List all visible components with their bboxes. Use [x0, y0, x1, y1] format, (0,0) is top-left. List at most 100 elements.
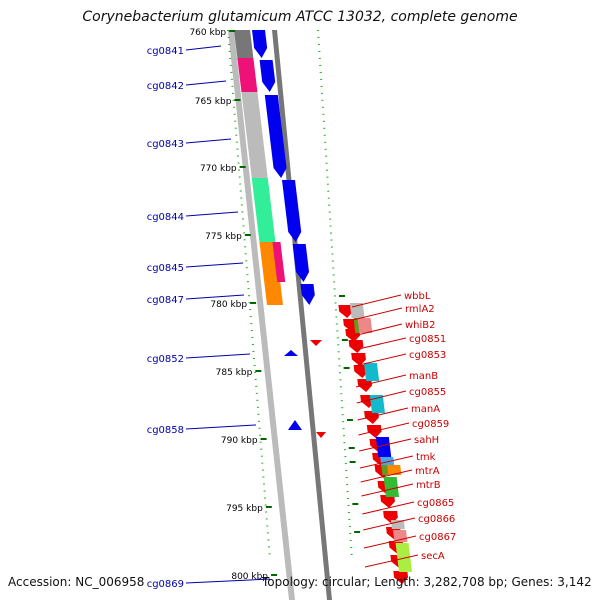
scale-label: 780 kbp [210, 300, 247, 310]
gene-label: sahH [414, 435, 439, 446]
forward-gene [264, 95, 287, 178]
backbone-dark [272, 30, 332, 600]
cog-segment [357, 318, 373, 333]
forward-gene [292, 244, 310, 282]
gene-label: cg0851 [409, 334, 446, 345]
gene-leader [185, 578, 271, 584]
scale-label: 795 kbp [226, 504, 263, 514]
gene-leader [363, 535, 417, 549]
reverse-gene [380, 495, 395, 508]
reverse-gene-marker [310, 340, 322, 346]
gene-leader [354, 337, 407, 351]
reverse-gene [357, 379, 373, 392]
cog-segment [383, 477, 400, 497]
scale-label: 785 kbp [216, 368, 253, 378]
cog-segment [264, 282, 283, 305]
gc-track [317, 29, 353, 561]
gene-leader [185, 353, 251, 359]
forward-gene [282, 180, 302, 242]
forward-gene [259, 60, 276, 92]
gene-leader [364, 554, 419, 568]
gene-leader [357, 407, 409, 421]
cog-segment [393, 530, 408, 542]
gene-label: cg0858 [147, 425, 184, 436]
gene-leader [355, 374, 407, 388]
gene-leader [185, 294, 245, 300]
cog-segment [272, 242, 286, 282]
gene-label: cg0865 [417, 498, 454, 509]
forward-gene [252, 30, 268, 58]
gene-leader [185, 45, 222, 51]
gene-leader [353, 323, 403, 337]
gene-label: manA [411, 404, 440, 415]
scale-label: 775 kbp [205, 232, 242, 242]
cog-segment [363, 363, 380, 381]
forward-gene-marker [288, 420, 302, 430]
gene-leader [360, 469, 413, 483]
gene-label: manB [409, 371, 438, 382]
cog-segment [241, 92, 268, 178]
scale-label: 790 kbp [221, 436, 258, 446]
gene-label: mtrB [416, 480, 441, 491]
gene-label: cg0855 [409, 387, 446, 398]
gene-leader [362, 501, 415, 515]
cog-segment [237, 58, 258, 92]
gene-label: cg0867 [419, 532, 456, 543]
gene-label: secA [421, 551, 445, 562]
gene-leader [358, 422, 410, 436]
cog-segment [251, 178, 276, 242]
gene-label: cg0852 [147, 354, 184, 365]
reverse-gene [393, 571, 409, 584]
scale-label: 770 kbp [200, 164, 237, 174]
gene-leader [359, 455, 414, 469]
gene-label: cg0843 [147, 139, 184, 150]
gene-leader [185, 262, 244, 268]
gene-leader [185, 80, 227, 86]
gene-label: cg0853 [409, 350, 446, 361]
gene-leader [185, 211, 239, 217]
gene-label: cg0842 [147, 81, 184, 92]
forward-gene [300, 284, 315, 305]
accession-label: Accession: NC_006958 [8, 575, 145, 589]
forward-gene-marker [284, 350, 298, 356]
gene-label: rmlA2 [405, 304, 435, 315]
map-title: Corynebacterium glutamicum ATCC 13032, c… [82, 9, 518, 25]
reverse-gene [338, 305, 354, 318]
reverse-gene [348, 340, 364, 353]
gene-leader [354, 353, 407, 367]
gene-leader [185, 424, 257, 430]
gene-leader [356, 390, 407, 404]
cog-segment [375, 437, 392, 457]
gene-label: cg0866 [418, 514, 455, 525]
cog-segment [387, 465, 402, 475]
cog-segment [369, 395, 385, 413]
cog-segment [234, 30, 254, 58]
scale-label: 800 kbp [231, 572, 268, 582]
gene-label: tmk [416, 452, 436, 463]
reverse-gene-marker [316, 432, 326, 438]
gene-leader [352, 307, 403, 321]
gene-label: cg0841 [147, 46, 184, 57]
gene-label: cg0845 [147, 263, 184, 274]
gene-label: whiB2 [405, 320, 436, 331]
reverse-gene [364, 411, 379, 424]
scale-label: 765 kbp [195, 97, 232, 107]
cog-segment [395, 543, 413, 572]
gene-label: cg0859 [412, 419, 449, 430]
gene-leader [351, 294, 402, 308]
gene-label: mtrA [415, 466, 440, 477]
backbone-light [228, 30, 295, 600]
gene-label: wbbL [404, 291, 431, 302]
cog-segment [390, 520, 405, 529]
genome-summary: Topology: circular; Length: 3,282,708 bp… [262, 575, 592, 589]
gene-leader [359, 438, 412, 452]
scale-label: 760 kbp [189, 28, 226, 38]
gene-label: cg0869 [147, 579, 184, 590]
gene-leader [185, 138, 232, 144]
gene-label: cg0847 [147, 295, 184, 306]
gene-leader [363, 517, 416, 531]
gene-leader [361, 483, 414, 497]
reverse-gene [351, 353, 366, 366]
